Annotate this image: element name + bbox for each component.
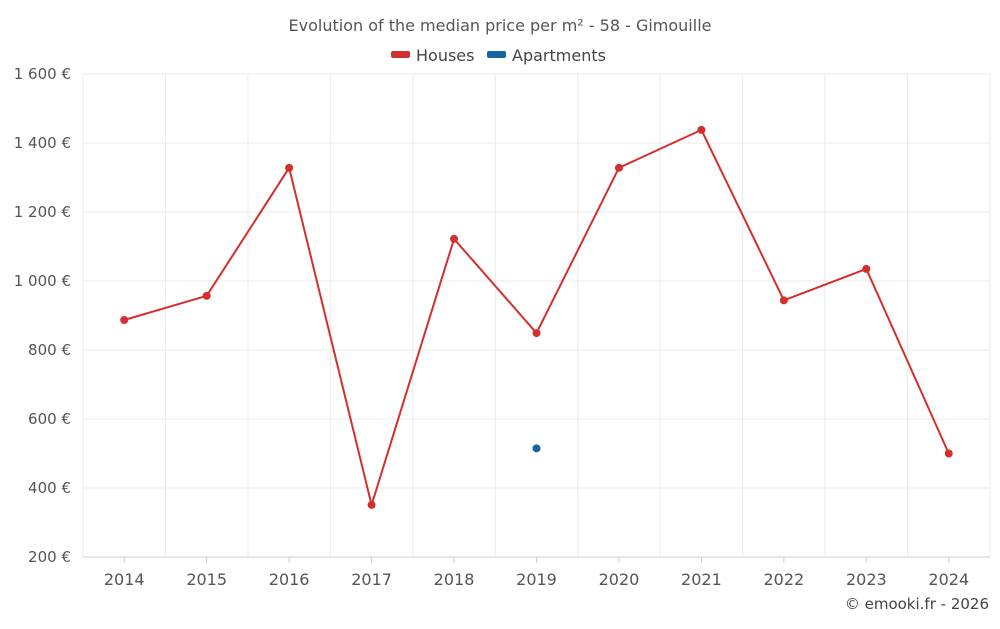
x-tick-label: 2014 (104, 570, 145, 589)
y-tick-label: 800 € (28, 341, 71, 359)
x-tick-label: 2020 (599, 570, 640, 589)
houses-data-point (367, 500, 376, 509)
apartments-legend-swatch (487, 51, 506, 58)
x-tick-label: 2015 (186, 570, 227, 589)
y-tick-label: 1 600 € (14, 65, 71, 83)
y-tick-label: 400 € (28, 479, 71, 497)
y-tick-label: 200 € (28, 548, 71, 566)
x-tick-label: 2023 (846, 570, 887, 589)
houses-legend-swatch (391, 51, 410, 58)
chart-title: Evolution of the median price per m² - 5… (289, 16, 712, 35)
legend: Houses Apartments (391, 46, 606, 65)
x-tick-label: 2022 (764, 570, 805, 589)
y-tick-label: 600 € (28, 410, 71, 428)
x-tick-label: 2018 (434, 570, 475, 589)
grid (82, 73, 991, 558)
y-tick-label: 1 400 € (14, 134, 71, 152)
series-layer (120, 125, 953, 509)
houses-data-point (285, 163, 294, 172)
houses-data-point (944, 449, 953, 458)
houses-data-point (202, 291, 211, 300)
y-tick-label: 1 200 € (14, 203, 71, 221)
credit-label: © emooki.fr - 2026 (845, 595, 989, 613)
x-tick-label: 2024 (928, 570, 969, 589)
apartments-data-point (532, 444, 541, 453)
houses-data-point (697, 125, 706, 134)
y-tick-label: 1 000 € (14, 272, 71, 290)
apartments-legend-label: Apartments (512, 46, 606, 65)
houses-data-point (862, 264, 871, 273)
y-axis: 200 € 400 € 600 € 800 € 1 000 € 1 200 € 1 400 … (14, 65, 71, 566)
x-tick-label: 2016 (269, 570, 310, 589)
x-tick-label: 2021 (681, 570, 722, 589)
houses-data-point (532, 329, 541, 338)
houses-data-point (450, 234, 459, 243)
houses-data-point (614, 163, 623, 172)
x-tick-label: 2019 (516, 570, 557, 589)
x-tick-label: 2017 (351, 570, 392, 589)
houses-data-point (779, 296, 788, 305)
houses-data-point (120, 315, 129, 324)
houses-legend-label: Houses (416, 46, 474, 65)
x-axis: 2014 2015 2016 2017 2018 2019 2020 2021 2022 2023… (104, 557, 969, 589)
